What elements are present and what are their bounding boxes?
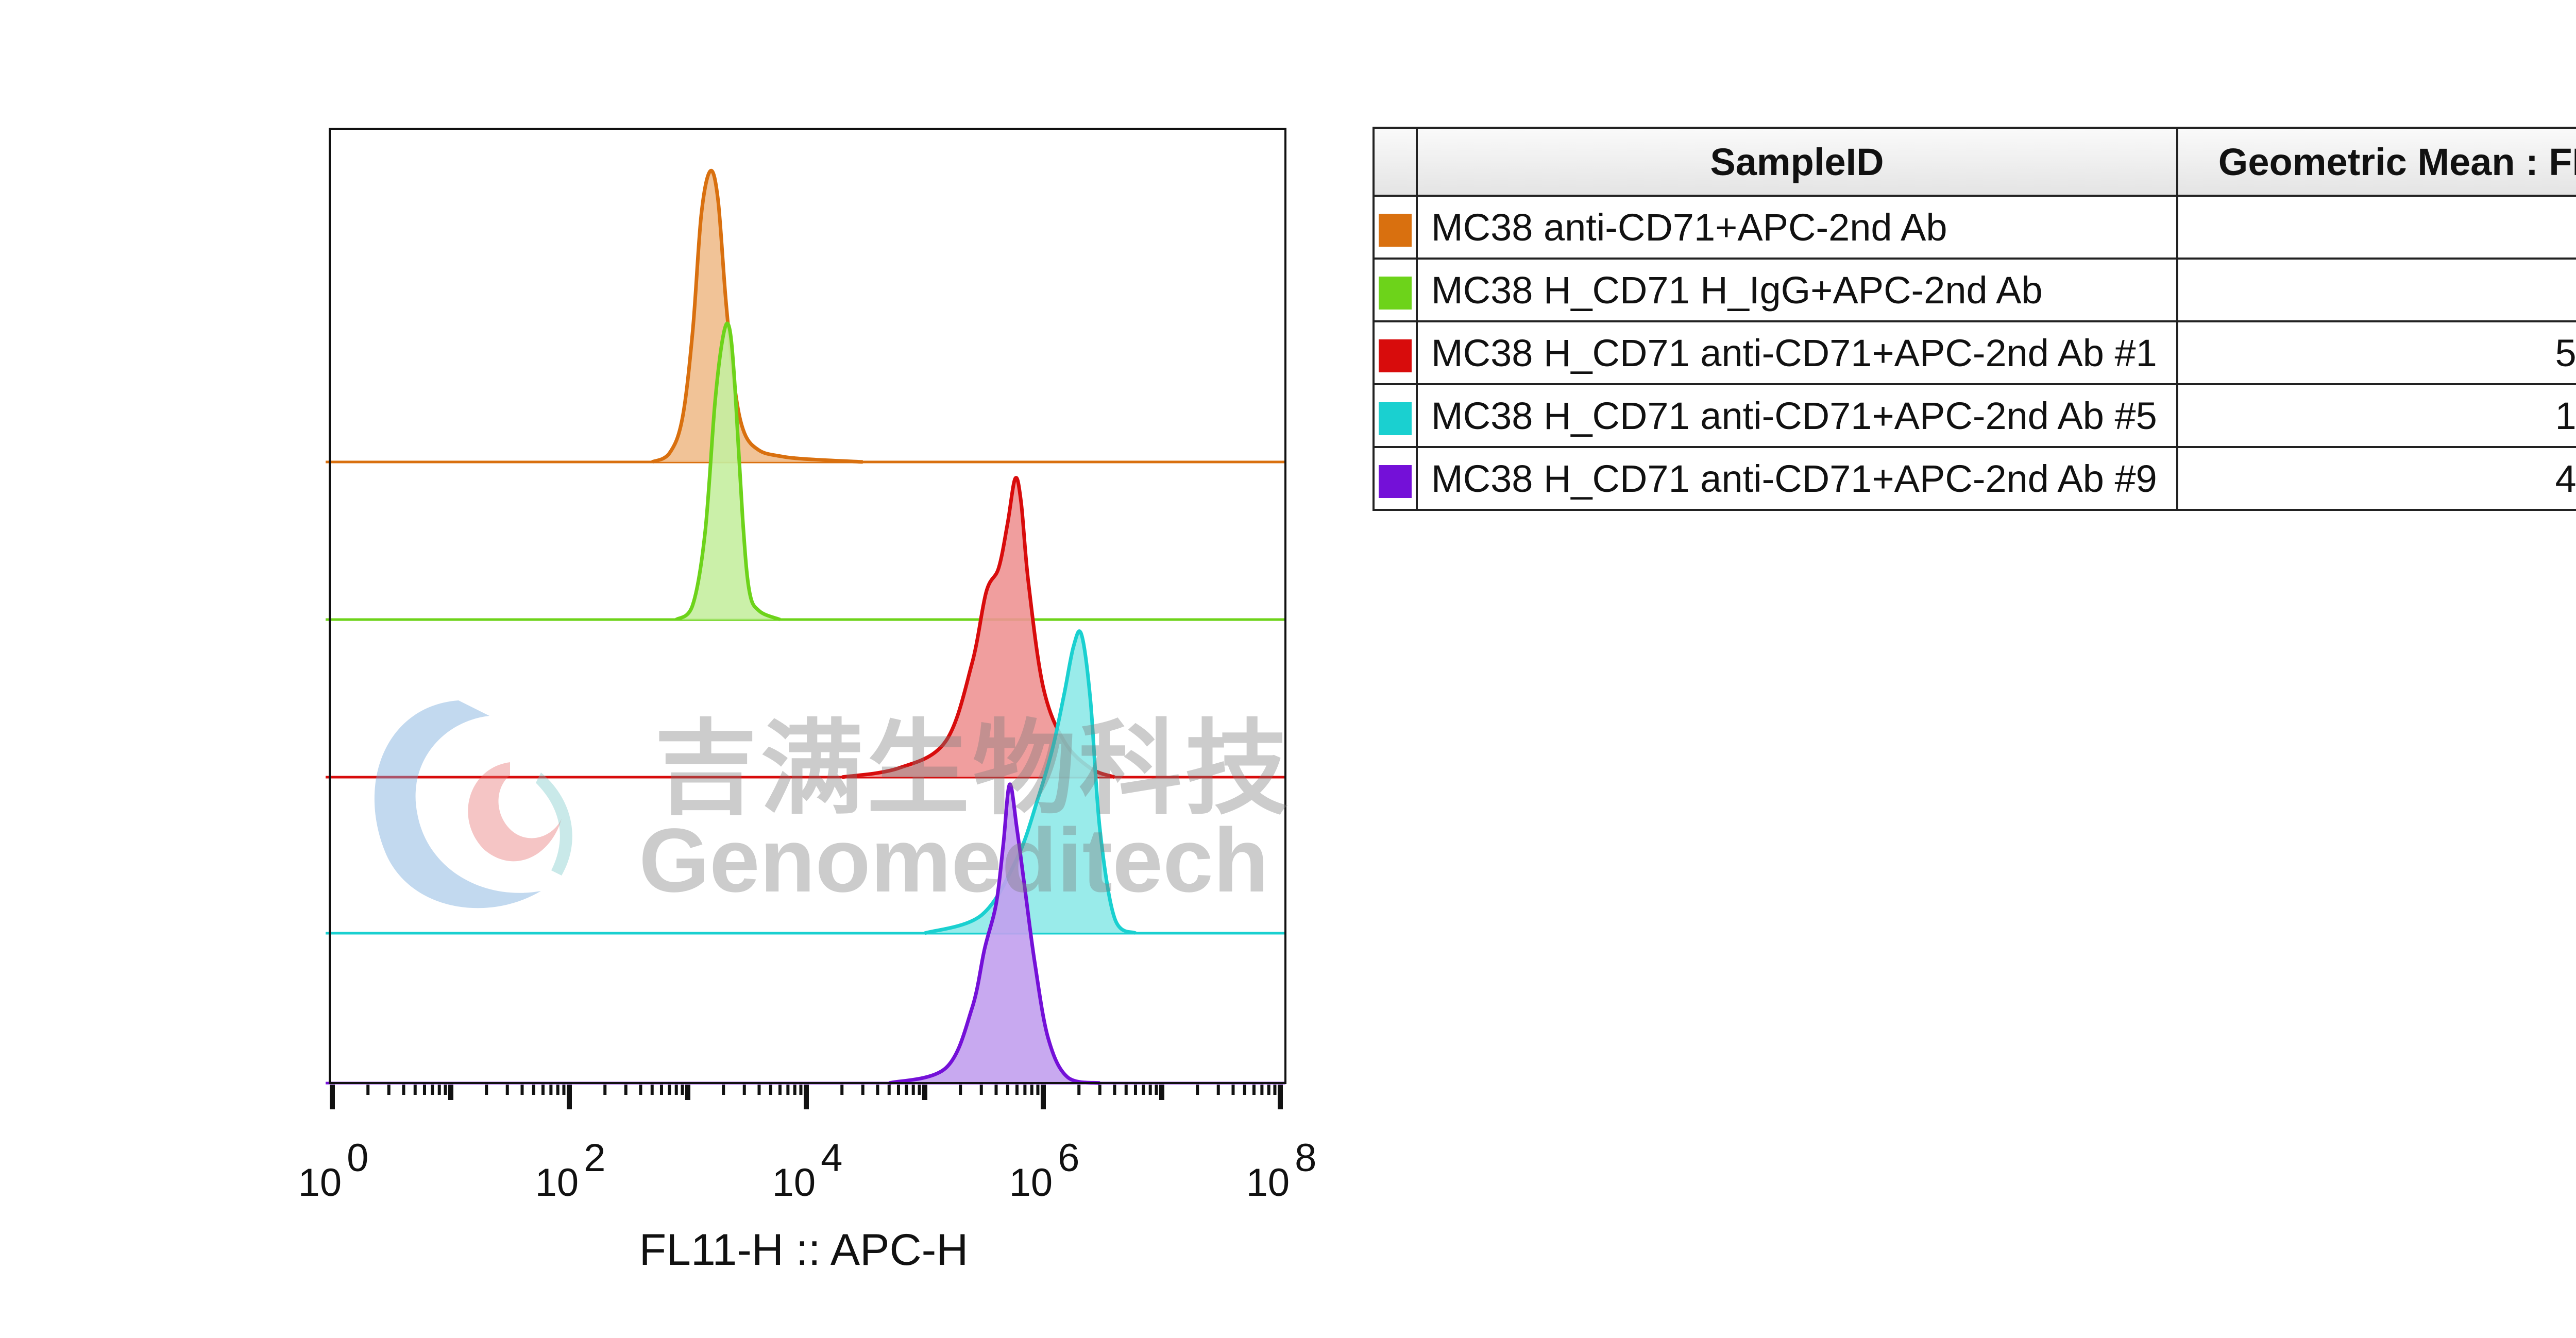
x-tick-base: 10 bbox=[535, 1161, 579, 1205]
legend-geometric-mean: 5.33E5 bbox=[2176, 320, 2576, 385]
legend-swatch-cell bbox=[1372, 383, 1418, 448]
x-tick-exponent: 4 bbox=[821, 1136, 842, 1180]
x-tick-label: 106 bbox=[1009, 1136, 1080, 1205]
x-tick-exponent: 2 bbox=[584, 1136, 605, 1180]
legend-header-geomean: Geometric Mean : FL11-H bbox=[2176, 127, 2576, 197]
legend-header-swatch bbox=[1372, 127, 1418, 197]
legend-row: MC38 H_CD71 anti-CD71+APC-2nd Ab #15.33E… bbox=[1372, 320, 2576, 385]
x-tick-exponent: 6 bbox=[1058, 1136, 1079, 1180]
watermark-logo bbox=[355, 685, 644, 924]
histogram-outline bbox=[651, 168, 863, 464]
legend-geometric-mean: 1552 bbox=[2176, 195, 2576, 260]
legend-swatch-cell bbox=[1372, 446, 1418, 511]
histogram-fill bbox=[676, 323, 780, 620]
legend-sample-id: MC38 H_CD71 anti-CD71+APC-2nd Ab #9 bbox=[1416, 446, 2178, 511]
histogram-outline bbox=[675, 321, 781, 622]
x-tick-base: 10 bbox=[772, 1161, 816, 1205]
legend-row: MC38 H_CD71 anti-CD71+APC-2nd Ab #94.61E… bbox=[1372, 446, 2576, 511]
x-tick-base: 10 bbox=[298, 1161, 342, 1205]
x-tick-base: 10 bbox=[1009, 1161, 1053, 1205]
x-tick-exponent: 8 bbox=[1295, 1136, 1316, 1180]
histogram-fill bbox=[925, 631, 1136, 933]
x-tick-base: 10 bbox=[1246, 1161, 1290, 1205]
legend-sample-id: MC38 H_CD71 H_IgG+APC-2nd Ab bbox=[1416, 258, 2178, 322]
x-tick-label: 104 bbox=[772, 1136, 843, 1205]
watermark-chinese: 吉满生物科技 bbox=[654, 709, 1292, 829]
legend-color-swatch bbox=[1379, 402, 1412, 435]
legend-row: MC38 anti-CD71+APC-2nd Ab1552 bbox=[1372, 195, 2576, 260]
histogram-outline bbox=[888, 782, 1100, 1085]
legend-sample-id: MC38 H_CD71 anti-CD71+APC-2nd Ab #5 bbox=[1416, 383, 2178, 448]
legend-swatch-cell bbox=[1372, 195, 1418, 260]
x-axis-label: FL11-H :: APC-H bbox=[639, 1225, 969, 1275]
x-tick-label: 102 bbox=[535, 1136, 606, 1205]
legend-color-swatch bbox=[1379, 465, 1412, 498]
legend-swatch-cell bbox=[1372, 320, 1418, 385]
legend-color-swatch bbox=[1379, 339, 1412, 372]
legend-row: MC38 H_CD71 H_IgG+APC-2nd Ab2253 bbox=[1372, 258, 2576, 322]
legend-geometric-mean: 4.61E5 bbox=[2176, 446, 2576, 511]
histogram-fill bbox=[889, 784, 1100, 1083]
legend-header-sampleid: SampleID bbox=[1416, 127, 2178, 197]
histogram-outline bbox=[841, 476, 1115, 779]
histogram-layers bbox=[326, 168, 1285, 1085]
watermark-english: Genomeditech bbox=[639, 810, 1269, 911]
legend-sample-id: MC38 H_CD71 anti-CD71+APC-2nd Ab #1 bbox=[1416, 320, 2178, 385]
x-tick-label: 108 bbox=[1246, 1136, 1317, 1205]
legend-row: MC38 H_CD71 anti-CD71+APC-2nd Ab #51.33E… bbox=[1372, 383, 2576, 448]
legend-swatch-cell bbox=[1372, 258, 1418, 322]
legend-geometric-mean: 2253 bbox=[2176, 258, 2576, 322]
legend-color-swatch bbox=[1379, 276, 1412, 310]
histogram-fill bbox=[652, 170, 863, 462]
plot-frame bbox=[329, 128, 1286, 1084]
legend-header-row: SampleID Geometric Mean : FL11-H bbox=[1372, 127, 2576, 197]
legend-geometric-mean: 1.33E6 bbox=[2176, 383, 2576, 448]
legend-sample-id: MC38 anti-CD71+APC-2nd Ab bbox=[1416, 195, 2178, 260]
x-tick-label: 100 bbox=[298, 1136, 369, 1205]
x-tick-exponent: 0 bbox=[347, 1136, 368, 1180]
legend-color-swatch bbox=[1379, 213, 1412, 247]
legend-table: SampleID Geometric Mean : FL11-H MC38 an… bbox=[1372, 127, 2576, 511]
